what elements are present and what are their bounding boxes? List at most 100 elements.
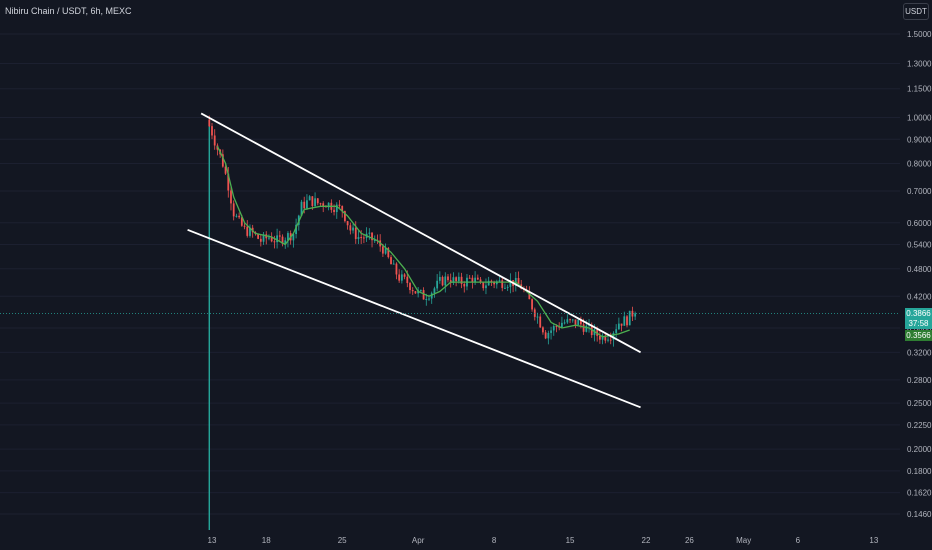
bar-countdown-label: 37:58 [905,318,932,329]
lower-trendline[interactable] [187,228,641,409]
time-tick-label: 13 [208,536,217,545]
candles-group [208,115,637,347]
candle [566,314,569,324]
candle [243,223,246,230]
candle [376,234,379,245]
candle [335,202,338,219]
candle [284,237,287,249]
candle [550,326,552,340]
candle [398,269,401,283]
price-tick-label: 1.1500 [907,85,932,94]
candle [278,230,281,241]
candle [479,277,482,285]
time-tick-label: 13 [869,536,878,545]
candle [452,272,455,286]
candle [436,274,439,292]
time-tick-label: 18 [262,536,271,545]
candle [300,199,303,216]
candle [230,187,232,211]
candle [344,210,346,223]
candle [281,234,284,247]
candle [316,197,319,206]
candle [504,283,506,289]
price-tick-label: 0.2000 [907,445,932,454]
candle [384,243,387,255]
symbol-title: Nibiru Chain / USDT, 6h, MEXC [5,6,132,16]
price-axis[interactable]: 1.5000 1.3000 1.1500 1.0000 0.9000 0.8000 0.70… [907,30,932,519]
time-tick-label: 6 [796,536,801,545]
ma-value-label: 0.3566 [905,330,932,341]
price-tick-label: 0.3200 [907,348,932,357]
candle [433,286,436,298]
candle [414,291,417,294]
candle [346,220,349,230]
candle [544,330,547,340]
candle [425,293,428,306]
candle [615,324,618,338]
candle [447,273,449,283]
currency-button[interactable]: USDT [903,3,929,20]
candle [287,231,289,248]
candle [631,306,634,321]
candle [441,275,444,287]
candle [474,271,477,285]
candle [463,281,466,293]
candle [338,200,341,208]
candle [482,281,485,291]
candle [444,272,447,293]
candle [495,279,498,289]
candle [468,275,471,279]
time-axis[interactable]: 13 18 25 Apr 8 15 22 26 May 6 13 [208,536,879,545]
candle [235,213,238,218]
candle [455,276,458,287]
candle [411,287,414,295]
candle [547,330,550,345]
moving-average-line [216,145,630,338]
candle [387,246,390,259]
candle [352,223,354,234]
candle [609,332,612,345]
time-tick-label: Apr [412,536,425,545]
candle [259,233,262,247]
price-tick-label: 0.8000 [907,160,932,169]
candle [617,317,620,330]
candle [476,274,479,281]
candle [569,318,571,324]
candle [395,262,398,280]
candle [368,228,371,240]
candle [571,318,574,323]
time-tick-label: 26 [685,536,694,545]
price-tick-label: 0.4800 [907,265,932,274]
candle [634,311,637,320]
price-tick-label: 1.3000 [907,59,932,68]
candle [607,335,609,343]
time-tick-label: May [736,536,751,545]
candle [276,228,278,249]
candle [409,281,411,294]
candle [319,202,322,206]
candle [216,143,219,156]
candle [531,298,533,312]
candle [292,233,295,248]
time-tick-label: 25 [338,536,347,545]
candle [574,319,577,329]
price-tick-label: 0.5400 [907,241,932,250]
candle [490,279,493,287]
upper-trendline[interactable] [200,112,642,354]
candle [561,316,563,328]
candle [268,234,270,241]
time-tick-label: 22 [642,536,651,545]
candle [308,195,311,201]
candle [403,273,406,280]
candle [588,318,590,333]
candle [623,311,626,326]
price-tick-label: 0.2800 [907,376,932,385]
candle [601,333,604,345]
candle [349,222,352,235]
candle [539,314,542,328]
price-tick-label: 0.1460 [907,510,932,519]
price-tick-label: 0.1620 [907,489,932,498]
candle [460,272,463,289]
candle [620,323,623,332]
